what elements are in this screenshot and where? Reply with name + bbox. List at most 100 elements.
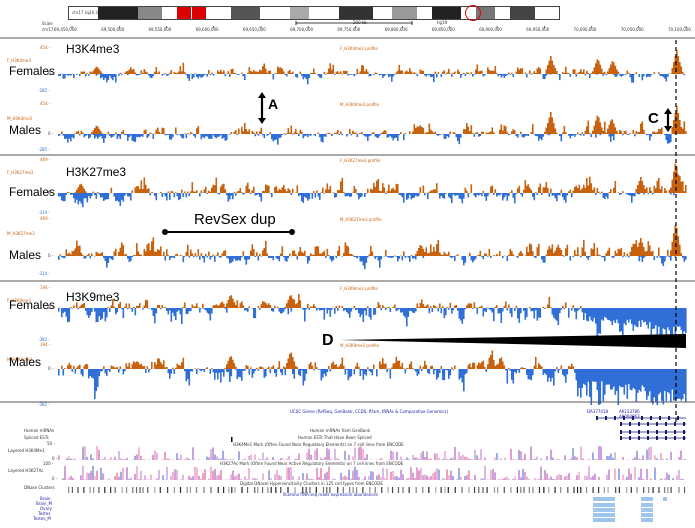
h3k27ac-y0: 0 - <box>52 476 58 481</box>
coordinate-tick-label: 69,600,000 <box>195 27 219 32</box>
coordinate-tick-label: 69,650,000 <box>242 27 266 32</box>
axis-min-label: -285 - <box>38 88 50 93</box>
coordinate-tick-label: 69,750,000 <box>337 27 361 32</box>
track-short-label: F_H3K4me3 <box>7 58 31 63</box>
h3k27ac-ytop: 100 - <box>43 461 54 466</box>
track-short-label: M_H3K27me3 <box>7 231 35 236</box>
h3k4me1-title: H3K4Me1 Mark (Often Found Near Regulator… <box>233 442 404 447</box>
coordinate-tick-label: 69,500,000 <box>101 27 125 32</box>
group-label-males: Males <box>9 123 42 137</box>
human-mrna-label: Human mRNAs <box>24 428 55 433</box>
ideogram-band <box>392 7 417 19</box>
axis-zero-label: 0 - <box>48 305 54 310</box>
spliced-est-label: Spliced ESTs <box>24 435 49 440</box>
annotation-d: D <box>322 332 334 349</box>
axis-min-label: -285 - <box>38 147 50 152</box>
chromosome-ideogram[interactable]: chr17 (q24.3) <box>68 6 560 20</box>
tissue-ovary: Ovary <box>40 506 52 511</box>
gene-label-1: AK133786 <box>619 409 640 414</box>
ideogram-band <box>137 7 163 19</box>
track-profile-title: M_H3K4me3 profile <box>340 102 379 107</box>
ideogram-band <box>176 7 192 19</box>
ideogram-band <box>191 7 207 19</box>
track-profile-title: F_H3K4me3 profile <box>340 46 378 51</box>
double-arrow-a <box>258 92 266 124</box>
track-profile-title: F_H3K27me3 profile <box>340 158 381 163</box>
track-short-label: M_H3K9me3 <box>7 357 33 362</box>
wedge-d <box>340 334 686 348</box>
h3k4me1-ytop: 50 - <box>47 441 55 446</box>
ideogram-band <box>431 7 461 19</box>
axis-max-label: 469 - <box>40 157 51 162</box>
dnase-cluster-marks <box>68 487 686 493</box>
h3k27ac-title: H3K27Ac Mark (Often Found Near Active Re… <box>220 461 404 466</box>
axis-max-label: 194 - <box>40 342 51 347</box>
ideogram-band <box>98 7 138 19</box>
track-profile-title: M_H3K9me3 profile <box>340 343 379 348</box>
m_h3k9me3-signal <box>58 350 687 405</box>
group-label-females: Females <box>9 64 56 78</box>
ucsc-genes-title: UCSC Genes (RefSeq, GenBank, CCDS, Rfam,… <box>290 409 449 414</box>
f_h3k4me3-signal <box>58 50 686 85</box>
axis-min-label: -382 - <box>38 402 50 407</box>
coordinate-tick-label: 69,450,000 <box>54 27 77 32</box>
histone-mark-label: H3K9me3 <box>66 290 120 304</box>
coordinate-tick-label: 70,100,000 <box>668 27 691 32</box>
axis-max-label: 454 - <box>40 101 51 106</box>
chrom-label: chr17: <box>42 27 55 32</box>
axis-max-label: 194 - <box>40 285 51 290</box>
tissue-testes-m: Testes_M <box>33 516 51 521</box>
revsex-dup-label: RevSex dup <box>194 211 276 228</box>
tissue-testes: Testes <box>38 511 51 516</box>
h3k27ac-label: Layered H3K27Ac <box>8 468 44 473</box>
assembly-label: hg19 <box>437 20 448 25</box>
axis-zero-label: 0 - <box>48 131 54 136</box>
tissue-brain-m: Brain_M <box>36 501 52 506</box>
axis-zero-label: 0 - <box>48 71 54 76</box>
axis-max-label: 469 - <box>40 216 51 221</box>
chromosome-label: chr17 (q24.3) <box>72 10 100 15</box>
rnaseq-blocks <box>593 497 667 522</box>
rnaseq-title: Illumina RNA-seq reads expression abunda… <box>283 492 378 497</box>
f_h3k9me3-signal <box>58 294 687 340</box>
axis-max-label: 454 - <box>40 45 51 50</box>
dnase-label: DNase Clusters <box>24 485 55 490</box>
ideogram-band <box>289 7 310 19</box>
axis-zero-label: 0 - <box>48 366 54 371</box>
ideogram-band <box>338 7 373 19</box>
track-short-label: F_H3K9me3 <box>7 298 31 303</box>
coordinate-tick-label: 69,550,000 <box>148 27 172 32</box>
spliced-est-title: Human ESTs That Have Been Spliced <box>298 435 372 440</box>
axis-zero-label: 0 - <box>48 190 54 195</box>
axis-min-label: -314 - <box>38 271 50 276</box>
double-arrow-c <box>664 108 672 132</box>
scale-label: Scale <box>42 21 53 26</box>
histone-mark-label: H3K27me3 <box>66 165 127 179</box>
track-short-label: M_H3K4me3 <box>7 116 33 121</box>
track-profile-title: F_H3K9me3 profile <box>340 286 378 291</box>
track-profile-title: M_H3K27me3 profile <box>340 217 382 222</box>
group-label-females: Females <box>9 298 56 312</box>
h3k4me1-layered-signal <box>58 446 686 460</box>
h3k4me1-label: Layered H3K4Me1 <box>8 448 45 453</box>
h3k4me1-y0: 0 - <box>52 456 58 461</box>
gene-label-3: DA377418 <box>587 409 609 414</box>
group-label-males: Males <box>9 355 42 369</box>
annotation-a: A <box>268 96 279 112</box>
coordinate-tick-label: 69,950,000 <box>526 27 550 32</box>
tissue-brain: Brain <box>40 496 51 501</box>
revsex-dup-bar <box>162 229 295 235</box>
m_h3k4me3-signal <box>58 106 687 145</box>
axis-min-label: -314 - <box>38 210 50 215</box>
gene-label-2: AK094063 <box>619 414 640 419</box>
group-label-males: Males <box>9 248 42 262</box>
coordinate-tick-label: 70,000,000 <box>573 27 597 32</box>
dnase-title: Digital DNaseI Hypersensitivity Clusters… <box>240 481 383 486</box>
human-mrna-title: Human mRNAs from GenBank <box>310 428 371 433</box>
f_h3k27me3-signal <box>58 163 687 208</box>
coordinate-tick-label: 69,850,000 <box>431 27 455 32</box>
scale-bar-label: 200 kb <box>353 20 367 25</box>
axis-min-label: -382 - <box>38 337 50 342</box>
coordinate-tick-label: 69,900,000 <box>479 27 502 32</box>
ideogram-band <box>510 7 535 19</box>
